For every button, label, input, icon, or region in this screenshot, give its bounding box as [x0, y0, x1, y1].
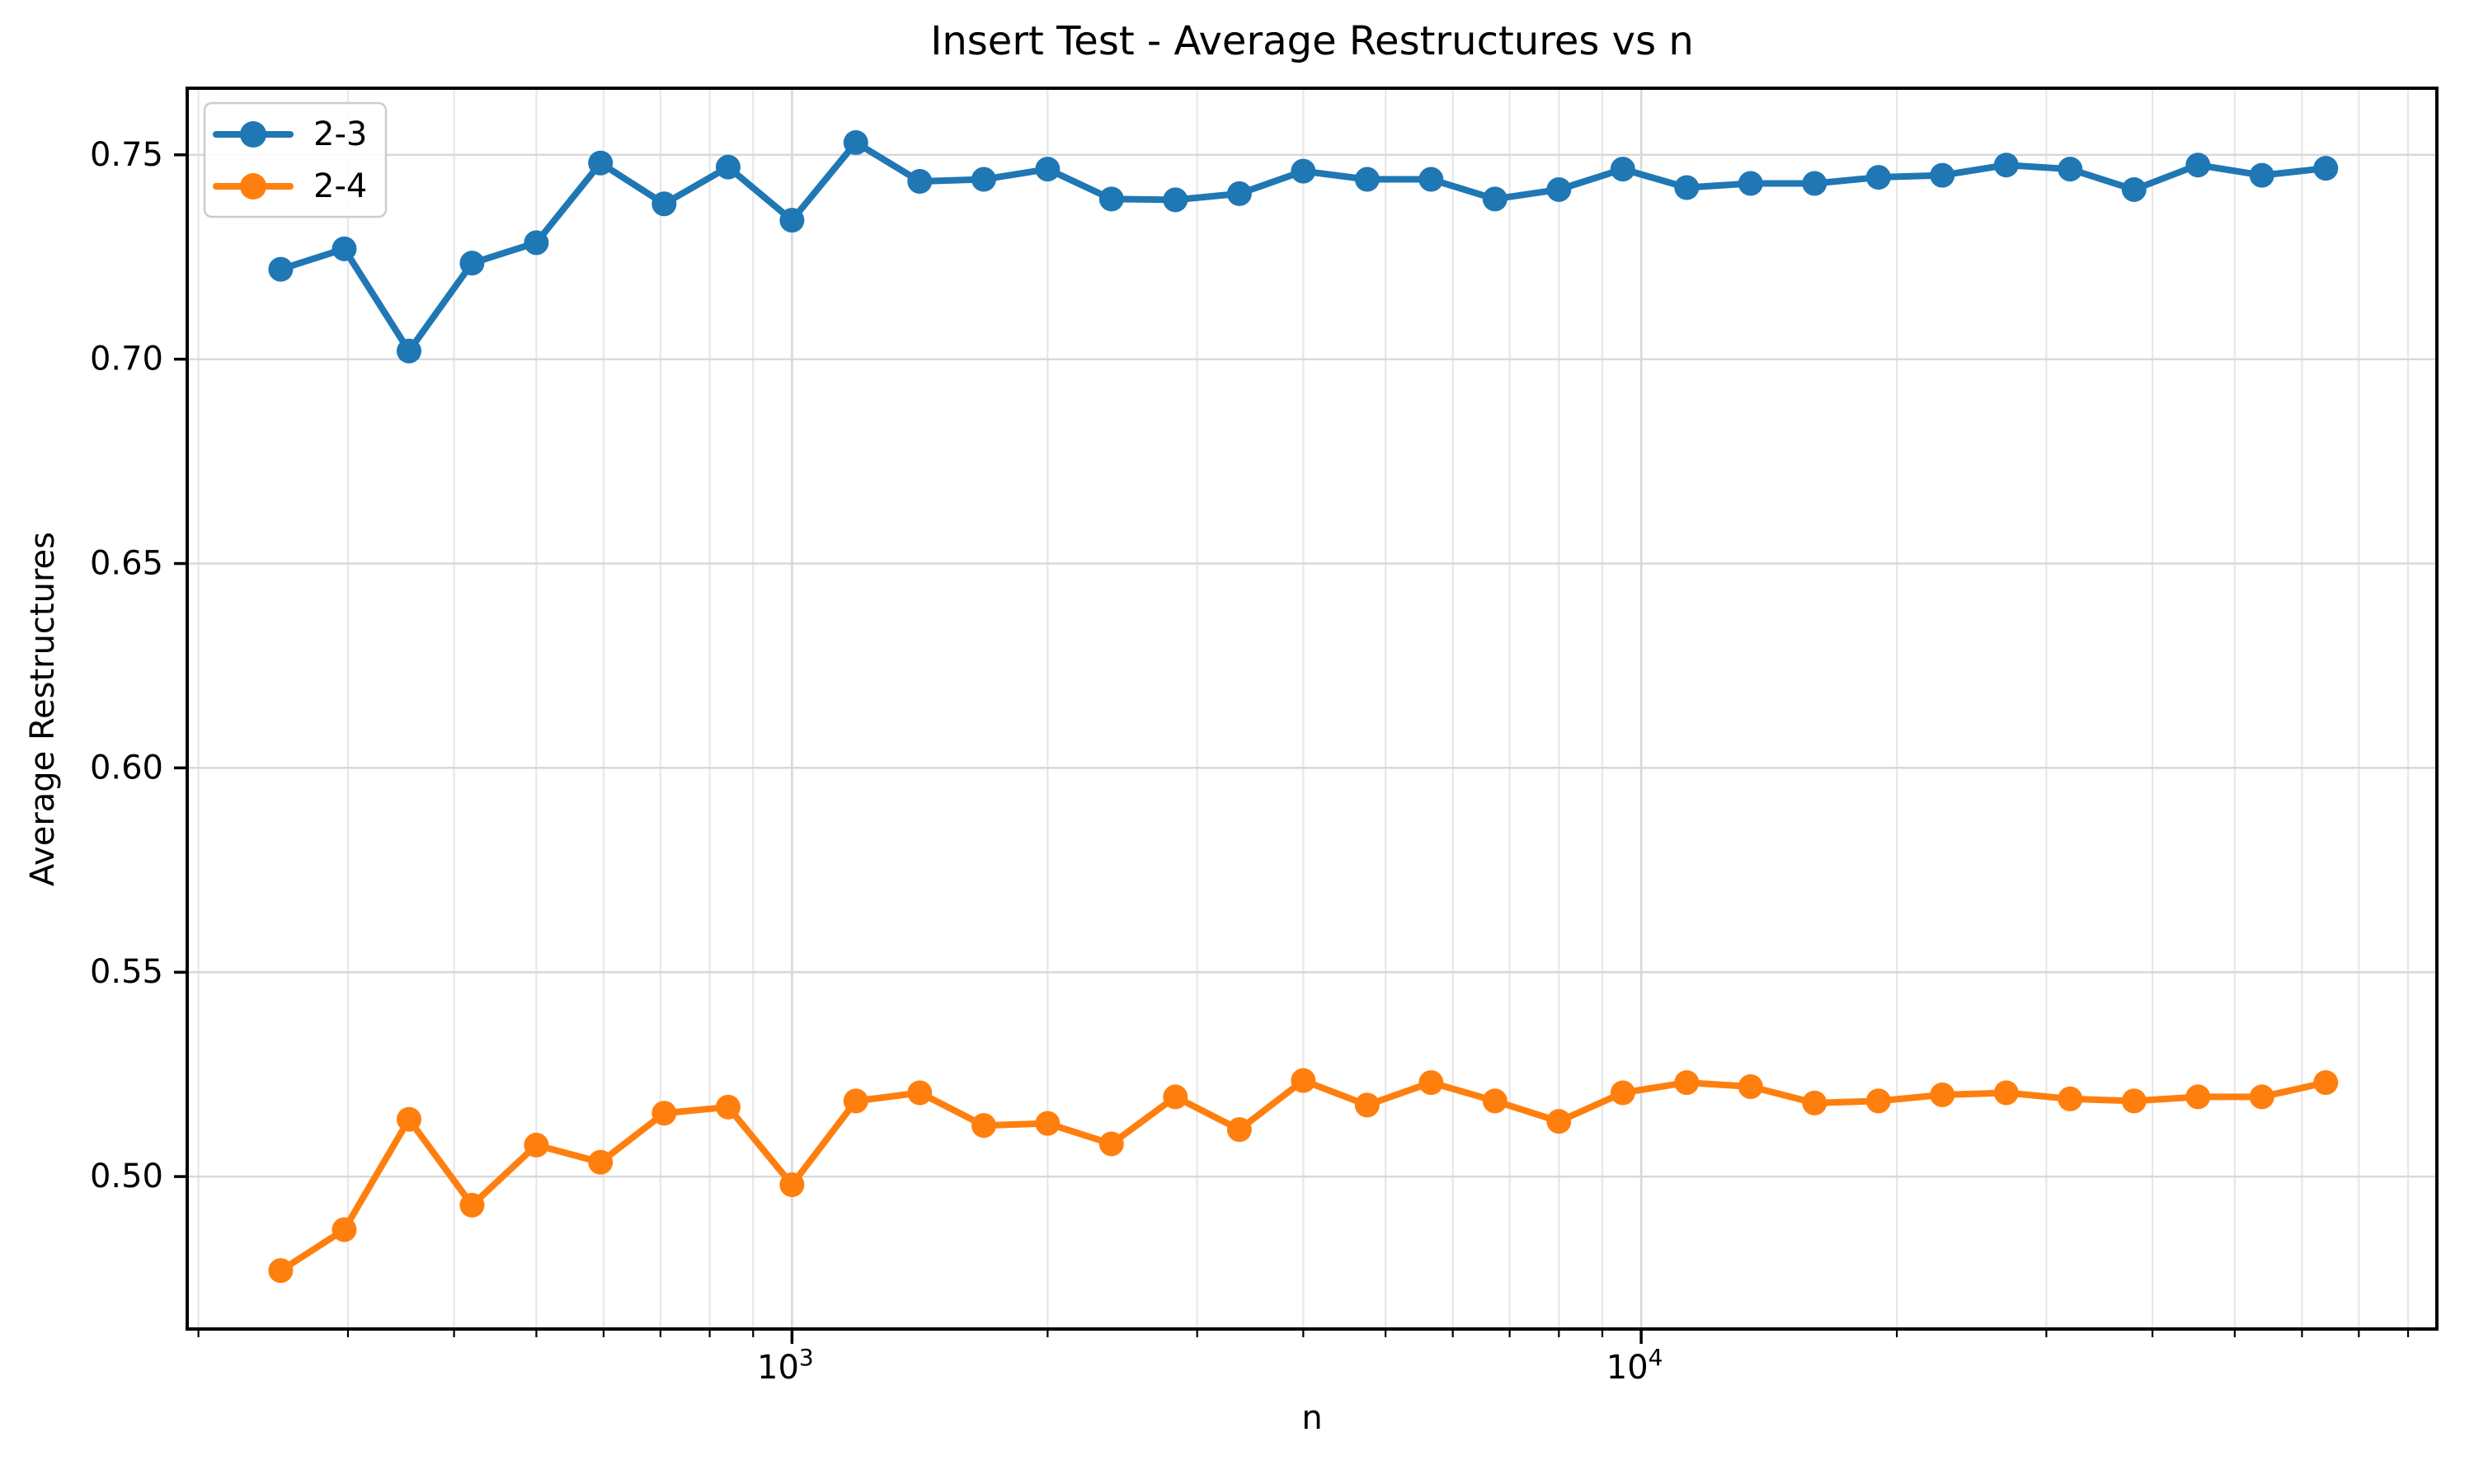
data-point-2-4	[396, 1106, 421, 1132]
data-point-2-4	[1610, 1080, 1635, 1106]
data-point-2-3	[332, 236, 357, 261]
data-point-2-4	[2313, 1070, 2339, 1096]
y-tick-label: 0.75	[90, 136, 163, 174]
data-point-2-4	[2058, 1086, 2083, 1111]
data-point-2-3	[1482, 186, 1507, 212]
data-point-2-3	[1930, 162, 1955, 188]
data-point-2-3	[524, 230, 549, 256]
x-tick-label: 104	[1606, 1344, 1663, 1387]
data-point-2-3	[1226, 181, 1252, 206]
legend-marker-2-3	[240, 121, 266, 148]
data-point-2-3	[1098, 186, 1124, 212]
series-2-3	[268, 129, 2339, 364]
data-point-2-3	[843, 129, 868, 155]
data-point-2-4	[1674, 1070, 1700, 1096]
data-point-2-4	[1546, 1109, 1572, 1134]
data-point-2-3	[1418, 167, 1444, 192]
series-2-4	[268, 1068, 2339, 1284]
data-point-2-3	[651, 191, 677, 217]
data-point-2-4	[588, 1149, 614, 1175]
data-point-2-3	[1865, 165, 1891, 190]
data-point-2-3	[2058, 157, 2083, 182]
data-point-2-4	[2249, 1084, 2274, 1110]
data-point-2-3	[1291, 158, 1316, 184]
x-axis-label: n	[1301, 1399, 1322, 1437]
legend-label-2-3: 2-3	[313, 115, 367, 153]
data-point-2-4	[2185, 1084, 2211, 1110]
data-point-2-4	[459, 1192, 485, 1218]
y-axis-label: Average Restructures	[24, 532, 62, 886]
y-tick-label: 0.55	[90, 953, 163, 991]
plot-border	[186, 87, 2439, 1331]
data-point-2-4	[843, 1088, 868, 1114]
legend-marker-2-4	[240, 173, 266, 200]
data-point-2-4	[268, 1258, 294, 1284]
data-point-2-4	[1993, 1080, 2019, 1106]
data-point-2-3	[2249, 162, 2274, 188]
legend-label-2-4: 2-4	[313, 167, 367, 205]
legend: 2-32-4	[203, 101, 388, 218]
data-point-2-3	[1738, 171, 1763, 196]
data-point-2-3	[1674, 175, 1700, 200]
data-point-2-3	[715, 154, 741, 180]
y-tick-label: 0.70	[90, 340, 163, 378]
x-tick-label: 103	[757, 1344, 814, 1387]
data-point-2-4	[524, 1132, 549, 1158]
data-point-2-4	[1035, 1111, 1061, 1136]
series-layer	[268, 129, 2339, 1284]
data-point-2-3	[1802, 171, 1827, 196]
data-point-2-4	[1163, 1084, 1188, 1110]
data-point-2-3	[588, 150, 614, 176]
data-point-2-3	[1993, 153, 2019, 178]
y-tick-label: 0.65	[90, 545, 163, 583]
chart-title: Insert Test - Average Restructures vs n	[930, 18, 1694, 64]
data-point-2-4	[715, 1094, 741, 1120]
data-point-2-4	[1354, 1092, 1380, 1118]
data-point-2-4	[2121, 1088, 2147, 1114]
data-point-2-3	[971, 167, 996, 192]
data-point-2-4	[1418, 1070, 1444, 1096]
data-point-2-4	[1738, 1074, 1763, 1100]
data-point-2-4	[971, 1113, 996, 1139]
data-point-2-3	[396, 338, 421, 364]
data-point-2-3	[459, 251, 485, 276]
data-point-2-4	[1226, 1117, 1252, 1143]
gridlines	[187, 88, 2437, 1329]
data-point-2-4	[1291, 1068, 1316, 1093]
data-point-2-4	[651, 1101, 677, 1126]
y-tick-label: 0.50	[90, 1158, 163, 1195]
data-point-2-3	[907, 169, 933, 195]
axes: 0.50 0.55 0.60 0.65 0.70 0.75 103 104	[90, 87, 2439, 1387]
data-point-2-3	[1163, 187, 1188, 213]
data-point-2-3	[1354, 167, 1380, 192]
data-point-2-4	[1482, 1088, 1507, 1114]
data-point-2-4	[332, 1217, 357, 1242]
data-point-2-4	[907, 1080, 933, 1106]
data-point-2-4	[1098, 1131, 1124, 1157]
data-point-2-3	[2185, 153, 2211, 178]
data-point-2-3	[1035, 157, 1061, 182]
data-point-2-4	[1865, 1088, 1891, 1114]
data-point-2-3	[1610, 157, 1635, 182]
data-point-2-4	[779, 1172, 805, 1198]
data-point-2-3	[2121, 176, 2147, 202]
data-point-2-3	[779, 208, 805, 233]
data-point-2-3	[1546, 176, 1572, 202]
data-point-2-4	[1930, 1082, 1955, 1107]
data-point-2-3	[2313, 156, 2339, 181]
y-tick-label: 0.60	[90, 749, 163, 787]
data-point-2-3	[268, 256, 294, 282]
data-point-2-4	[1802, 1090, 1827, 1115]
